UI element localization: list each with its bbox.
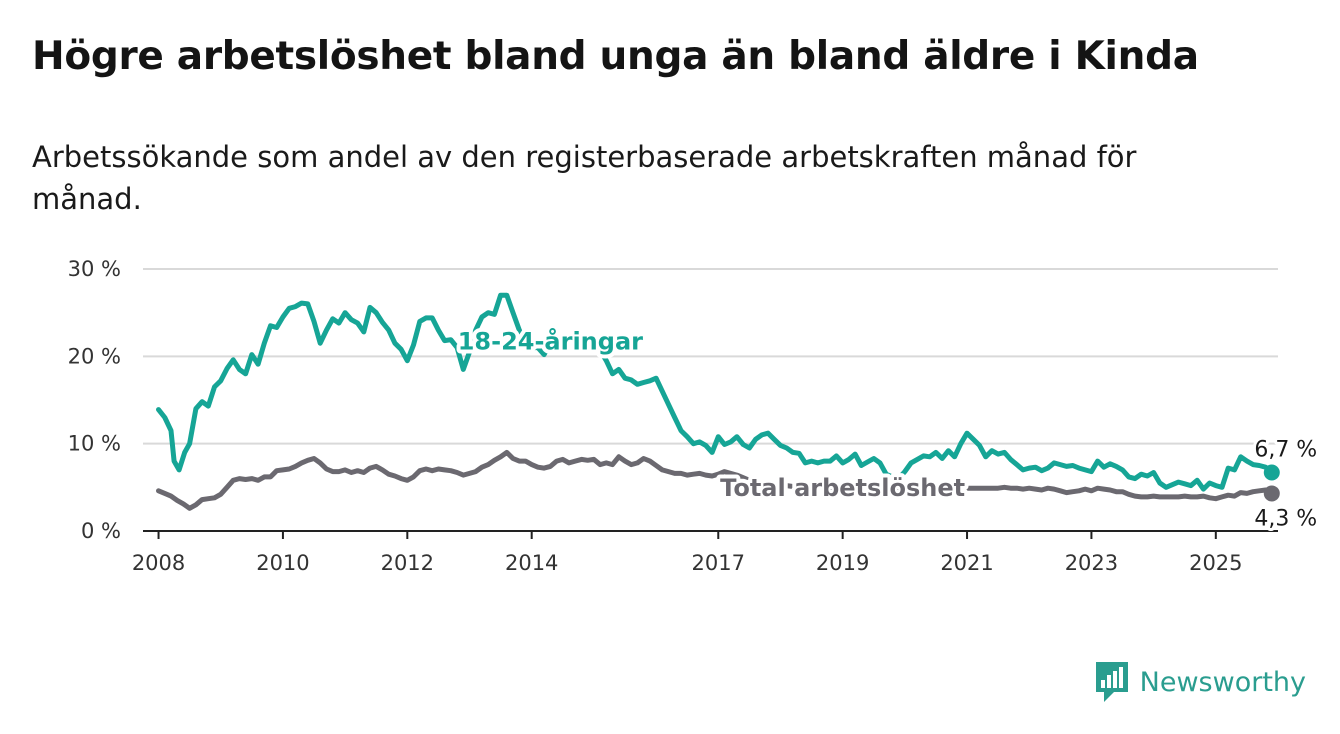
x-tick-label: 2021 [940,551,993,575]
x-tick-label: 2010 [256,551,309,575]
x-tick-label: 2023 [1065,551,1118,575]
brand-name: Newsworthy [1139,666,1306,698]
y-axis: 0 % 10 % 20 % 30 % [68,257,121,543]
end-marker-total [1263,485,1280,502]
series-label-total: Total arbetslöshet [720,474,965,502]
series-line-total [156,449,1275,511]
y-tick-label: 30 % [68,257,121,281]
end-value-label-youth: 6,7 % [1254,437,1317,462]
x-axis: 2008 2010 2012 2014 2017 2019 2021 2023 2025 [132,530,1278,575]
series-labels: 18-24-åringar Total arbetslöshet [454,322,969,506]
end-marker-youth [1263,464,1280,481]
series-line-youth [156,292,1275,492]
series-lines [156,292,1275,511]
end-markers: 6,7 % 4,3 % [1251,434,1320,534]
chart-title: Högre arbetslöshet bland unga än bland ä… [32,34,1199,79]
y-tick-label: 20 % [68,344,121,368]
x-tick-label: 2019 [816,551,869,575]
x-tick-label: 2025 [1189,551,1242,575]
newsworthy-logo-icon [1095,662,1128,702]
brand-logo: Newsworthy [1094,660,1306,704]
y-tick-label: 10 % [68,432,121,456]
end-value-label-total: 4,3 % [1254,506,1317,531]
x-tick-label: 2017 [692,551,745,575]
line-chart: 0 % 10 % 20 % 30 % 2008 2010 2012 2014 2017 2019… [67,257,1320,575]
grid-lines [143,268,1278,445]
y-tick-label: 0 % [81,519,121,543]
series-label-youth: 18-24-åringar [458,326,643,355]
x-tick-label: 2014 [505,551,558,575]
x-tick-label: 2012 [381,551,434,575]
chart-subtitle: Arbetssökande som andel av den registerb… [32,140,1137,216]
x-tick-label: 2008 [132,551,185,575]
